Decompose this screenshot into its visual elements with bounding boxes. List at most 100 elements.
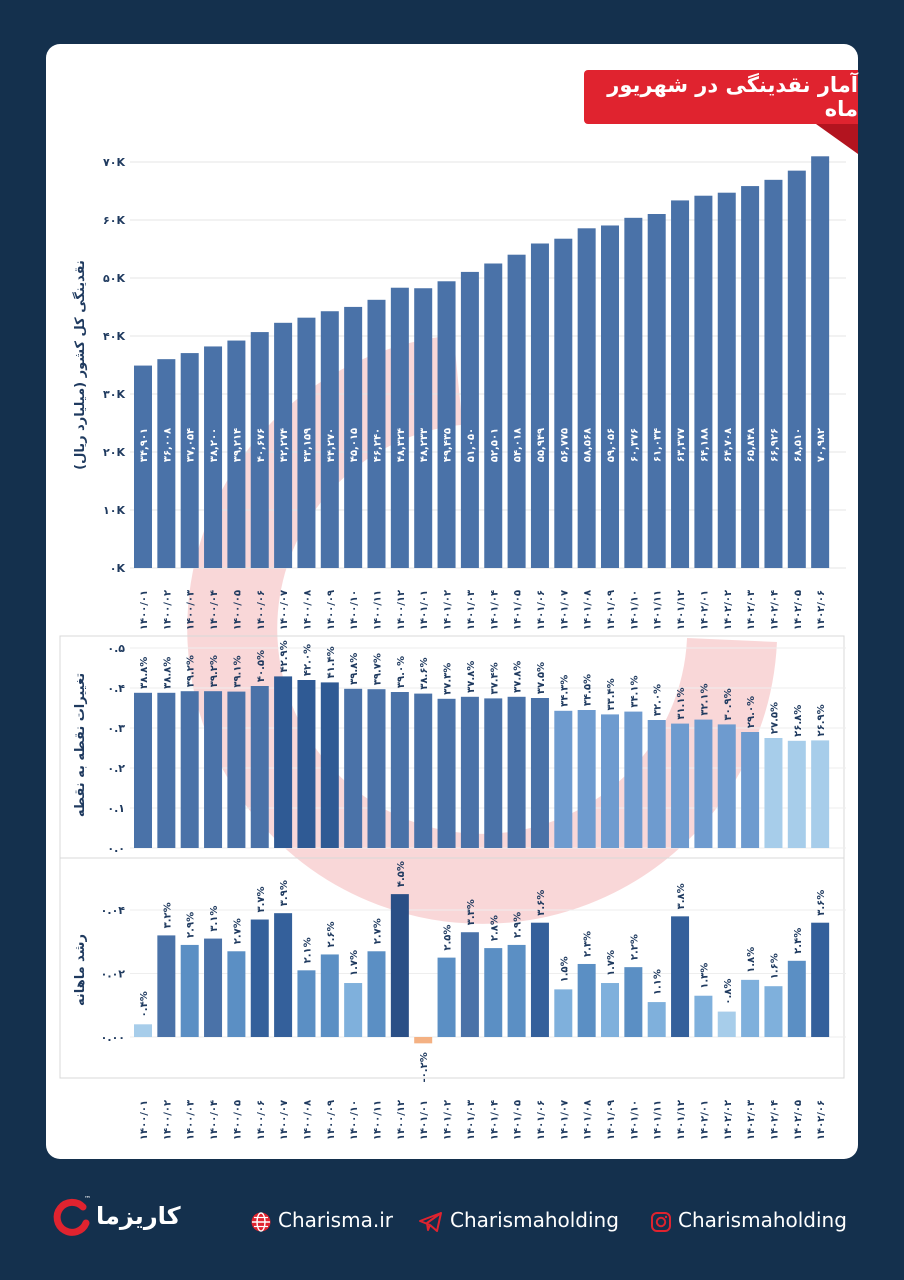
y-axis-label: تغییرات نقطه به نقطه (73, 673, 88, 817)
bar (204, 691, 223, 848)
x-tick-label: ۱۴۰۱/۰۱ (419, 1100, 430, 1140)
bar (577, 963, 596, 1037)
data-label: ۴۱.۴% (326, 646, 337, 678)
x-tick-label: ۱۴۰۱/۰۹ (606, 590, 617, 630)
bar (134, 692, 152, 848)
x-tick-label: ۱۴۰۰/۰۵ (232, 590, 243, 630)
data-label: ۳۷.۸% (466, 661, 477, 693)
data-label: ۰.۴% (139, 991, 150, 1017)
data-label: ۴۳,۱۵۹ (302, 428, 313, 462)
x-tick-label: ۱۴۰۰/۰۹ (326, 1100, 337, 1140)
y-tick-label: ۰.۲ (107, 762, 125, 775)
x-tick-label: ۱۴۰۰/۰۴ (209, 1100, 220, 1140)
data-label: ۳.۱% (209, 906, 220, 932)
bar (694, 995, 713, 1037)
x-tick-label: ۱۴۰۱/۱۲ (676, 1100, 687, 1140)
x-tick-label: ۱۴۰۰/۰۷ (279, 590, 290, 630)
x-tick-label: ۱۴۰۱/۰۶ (536, 1100, 547, 1140)
bar (390, 692, 409, 848)
bar (787, 960, 806, 1037)
footer-telegram[interactable]: Charismaholding (418, 1208, 619, 1233)
data-label: ۲.۳% (583, 931, 594, 957)
data-label: ۶۳,۳۷۷ (676, 428, 687, 462)
data-label: ۷۰,۹۸۲ (816, 428, 827, 462)
x-tick-label: ۱۴۰۲/۰۲ (723, 590, 734, 630)
bar (437, 957, 456, 1037)
bar (647, 214, 666, 568)
footer-instagram-label: Charismaholding (678, 1208, 847, 1232)
footer-instagram[interactable]: Charismaholding (650, 1208, 847, 1233)
x-tick-label: ۱۴۰۱/۱۰ (629, 590, 640, 630)
x-tick-label: ۱۴۰۰/۱۲ (396, 590, 407, 630)
bar (460, 932, 479, 1037)
x-tick-label: ۱۴۰۰/۱۰ (349, 1100, 360, 1140)
x-tick-label: ۱۴۰۱/۰۴ (489, 1100, 500, 1140)
data-label: ۴۸,۳۲۴ (396, 428, 407, 462)
x-tick-label: ۱۴۰۱/۰۳ (466, 1100, 477, 1140)
bar (320, 682, 339, 848)
bar (297, 317, 316, 568)
bar (764, 738, 783, 848)
bar (157, 359, 176, 568)
bar (274, 322, 293, 568)
data-label: ۴۰,۶۷۶ (256, 428, 267, 462)
data-label: ۲.۶% (326, 921, 337, 947)
x-tick-label: ۱۴۰۱/۰۲ (443, 590, 454, 630)
data-label: ۳۹.۱% (232, 656, 243, 688)
bar (274, 676, 293, 848)
x-tick-label: ۱۴۰۰/۰۱ (139, 1100, 150, 1140)
data-label: ۶۵,۸۴۸ (746, 428, 757, 462)
y-tick-label: ۰K (110, 562, 126, 575)
data-label: ۴.۵% (396, 861, 407, 887)
data-label: ۳۱.۱% (676, 688, 687, 720)
x-tick-label: ۱۴۰۰/۱۲ (396, 1100, 407, 1140)
x-tick-label: ۱۴۰۲/۰۶ (816, 590, 827, 630)
instagram-icon (651, 1211, 671, 1232)
footer-website[interactable]: Charisma.ir (250, 1208, 393, 1233)
data-label: ۴۹,۴۳۵ (443, 428, 454, 462)
bar (414, 693, 433, 848)
bar (601, 714, 619, 848)
bar (647, 1002, 666, 1037)
y-tick-label: ۰.۴ (107, 682, 125, 695)
y-tick-label: ۴۰K (103, 330, 125, 343)
x-tick-label: ۱۴۰۱/۰۵ (513, 1100, 524, 1140)
y-axis-label: نقدینگی کل کشور (میلیارد ریال) (72, 260, 88, 470)
data-label: ۳۷.۴% (489, 662, 500, 694)
x-tick-label: ۱۴۰۱/۰۹ (606, 1100, 617, 1140)
data-label: ۲.۸% (489, 915, 500, 941)
data-label: ۲.۹% (513, 912, 524, 938)
x-tick-label: ۱۴۰۰/۰۲ (162, 1100, 173, 1140)
bar (180, 353, 199, 568)
data-label: ۶۶,۹۲۶ (769, 428, 780, 462)
bar (484, 698, 503, 848)
y-tick-label: ۷۰K (103, 156, 125, 169)
data-label: ۲۷.۵% (769, 702, 780, 734)
bar (320, 311, 339, 568)
data-label: ۱.۷% (606, 950, 617, 976)
bar (717, 724, 736, 848)
bar (157, 692, 176, 848)
data-label: -۰.۲% (419, 1052, 430, 1082)
y-tick-label: ۰.۵ (107, 642, 125, 655)
y-tick-label: ۰.۰ (107, 842, 125, 855)
y-tick-label: ۵۰K (103, 272, 125, 285)
x-tick-label: ۱۴۰۰/۰۳ (186, 590, 197, 630)
bar (811, 922, 830, 1037)
brand-name: کاریزما (96, 1202, 181, 1230)
bar (741, 979, 760, 1037)
bar (274, 913, 293, 1037)
y-tick-label: ۶۰K (103, 214, 125, 227)
data-label: ۳.۲% (162, 902, 173, 928)
y-tick-label: ۰.۰۲ (101, 968, 126, 981)
page-title: آمار نقدینگی در شهریور ماه (584, 70, 858, 124)
y-tick-label: ۰.۰۰ (101, 1031, 125, 1044)
bar (460, 696, 479, 848)
data-label: ۴۰.۵% (256, 650, 267, 682)
bar (320, 954, 339, 1037)
data-label: ۲.۵% (443, 925, 454, 951)
bar (344, 306, 363, 568)
data-label: ۶۱,۰۳۴ (653, 428, 664, 462)
x-tick-label: ۱۴۰۲/۰۲ (723, 1100, 734, 1140)
